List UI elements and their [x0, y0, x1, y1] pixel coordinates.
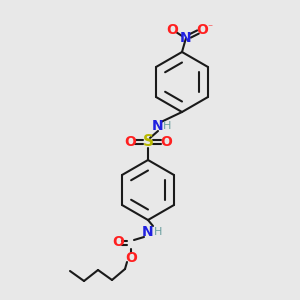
Text: O: O	[124, 135, 136, 149]
Text: H: H	[163, 121, 171, 131]
Text: O: O	[160, 135, 172, 149]
Text: O: O	[196, 23, 208, 37]
Text: ⁻: ⁻	[207, 23, 213, 33]
Text: H: H	[154, 227, 162, 237]
Text: O: O	[125, 251, 137, 265]
Text: O: O	[166, 23, 178, 37]
Text: O: O	[112, 235, 124, 249]
Text: N: N	[142, 225, 154, 239]
Text: S: S	[142, 134, 154, 149]
Text: N: N	[152, 119, 164, 133]
Text: N: N	[180, 31, 192, 45]
